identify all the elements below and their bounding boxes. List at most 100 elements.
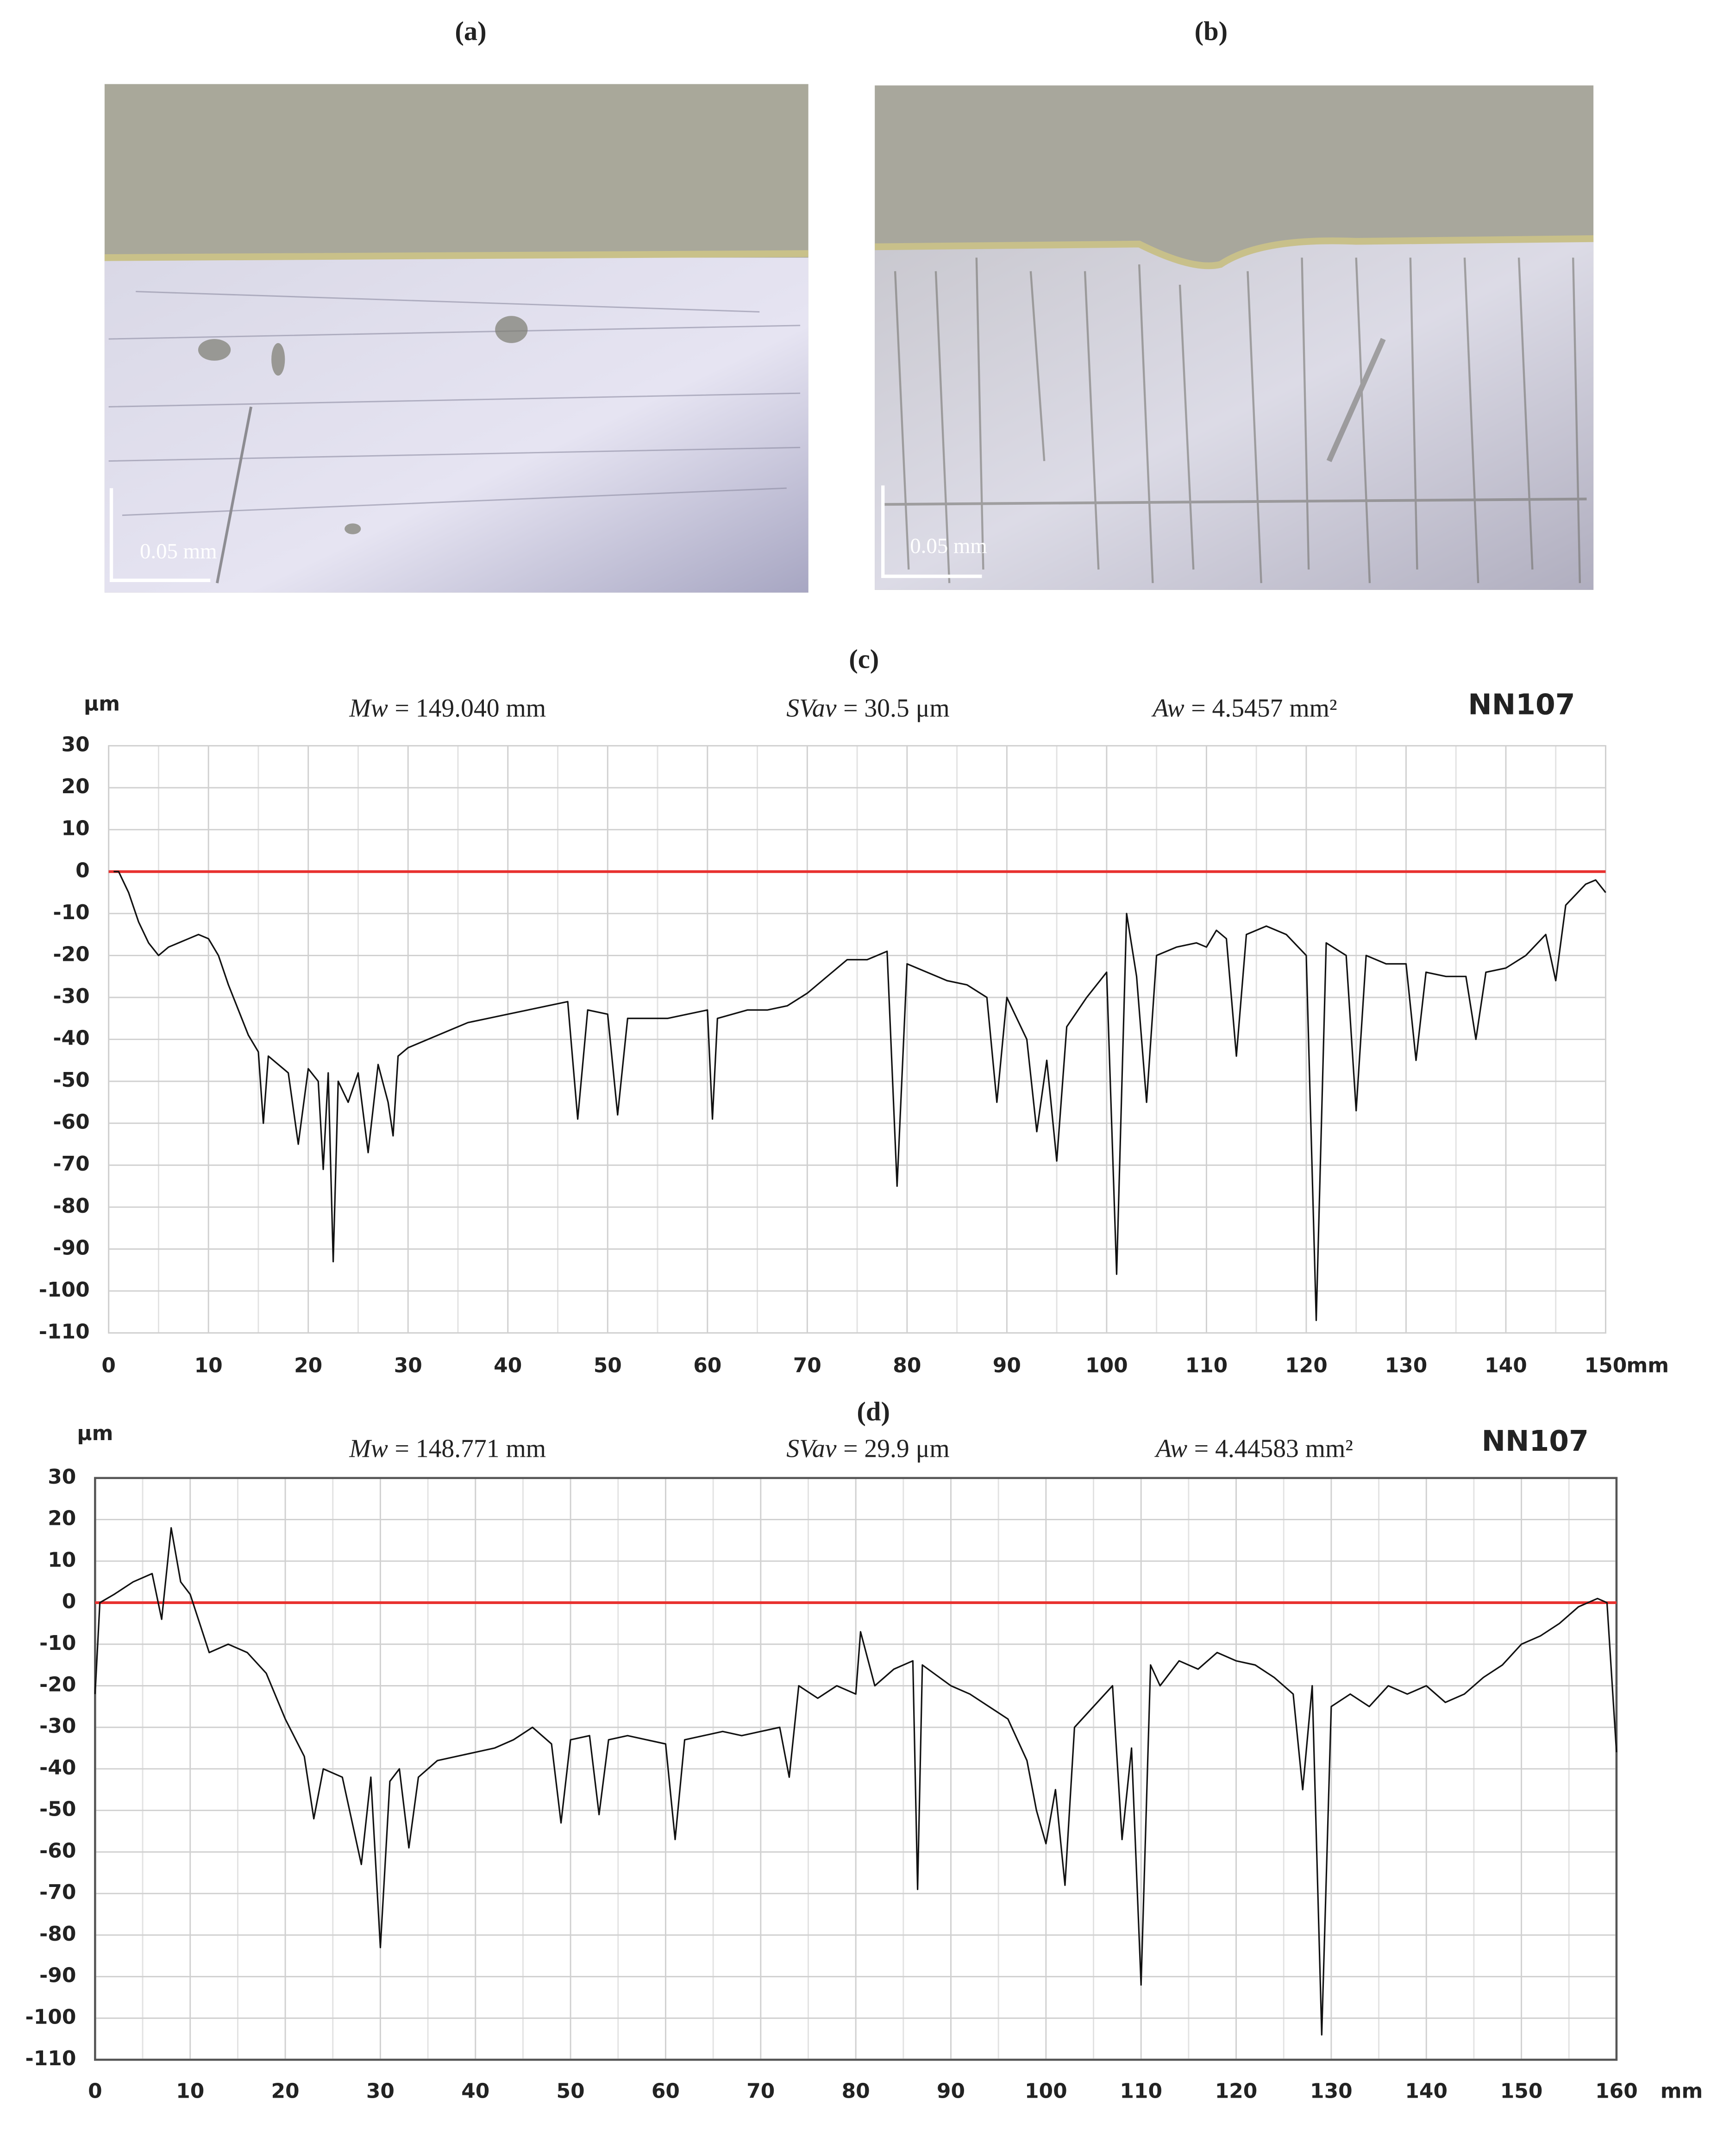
annotation: Aw = 4.44583 mm² [1154,1434,1353,1463]
x-tick-label: 100 [1025,2079,1067,2103]
x-tick-label: 60 [652,2079,680,2103]
y-tick-label: -50 [39,1798,76,1821]
y-tick-label: 30 [48,1465,76,1489]
sample-name: NN107 [1482,1424,1589,1458]
y-unit: μm [77,1422,113,1445]
x-tick-label: 140 [1405,2079,1448,2103]
x-tick-label: 110 [1185,1354,1228,1378]
y-tick-label: -10 [39,1631,76,1655]
annotation-symbol: SVav [786,1434,836,1463]
panel-label: (c) [849,644,879,674]
y-tick-label: 20 [48,1507,76,1530]
annotation-symbol: SVav [786,694,836,722]
x-tick-label: 40 [461,2079,489,2103]
x-tick-label: 40 [494,1354,522,1378]
y-tick-label: 0 [75,859,90,882]
y-tick-label: -30 [39,1714,76,1738]
x-tick-label: 100 [1085,1354,1128,1378]
x-tick-label: 150 [1500,2079,1543,2103]
annotation-symbol: Mw [349,1434,388,1463]
x-tick-label: 50 [557,2079,585,2103]
scale-bar [109,488,211,582]
y-tick-label: 30 [62,733,90,757]
x-unit: mm [1661,2079,1703,2103]
y-tick-label: -80 [39,1922,76,1946]
chart: 3020100-10-20-30-40-50-60-70-80-90-100-1… [39,644,1669,1377]
photo [104,84,808,593]
annotation-symbol: Aw [1154,1434,1187,1463]
y-tick-label: -10 [53,901,89,924]
annotation-text: = 4.44583 mm² [1194,1434,1353,1463]
y-tick-label: -20 [53,942,89,966]
y-tick-label: 10 [62,817,90,840]
y-tick-label: -40 [53,1027,89,1050]
x-tick-label: 30 [366,2079,395,2103]
photo [875,85,1594,590]
scale-bar [881,485,982,578]
y-tick-label: -90 [39,1964,76,1987]
photo-surface [104,257,808,593]
x-tick-label: 10 [194,1354,223,1378]
x-tick-label: 0 [101,1354,116,1378]
panel-label: (a) [455,16,486,46]
x-tick-label: 90 [937,2079,965,2103]
chart: 3020100-10-20-30-40-50-60-70-80-90-100-1… [25,1397,1703,2103]
profile-line [94,1527,1617,2036]
y-tick-label: -30 [53,984,89,1008]
y-tick-label: -100 [39,1278,90,1302]
annotation-text: = 149.040 mm [395,694,546,722]
annotation-text: = 30.5 μm [843,694,950,722]
annotation-symbol: Aw [1151,694,1184,722]
annotation: SVav = 30.5 μm [786,694,949,722]
y-tick-label: 0 [62,1590,76,1613]
annotation: SVav = 29.9 μm [786,1434,949,1463]
y-unit: μm [84,692,120,716]
photo-edge [104,250,808,261]
x-tick-label: 160 [1595,2079,1638,2103]
scale-bar-label: 0.05 mm [140,539,217,563]
y-tick-label: 10 [48,1548,76,1572]
x-tick-label: 70 [746,2079,775,2103]
annotation-symbol: Mw [349,694,388,722]
x-tick-label: 120 [1215,2079,1258,2103]
x-tick-label: 0 [88,2079,102,2103]
profile-line [113,871,1606,1321]
y-tick-label: -70 [39,1880,76,1904]
panel-label: (b) [1195,16,1228,46]
y-tick-label: -110 [25,2047,76,2070]
x-tick-label: 90 [993,1354,1021,1378]
x-tick-label: 60 [693,1354,721,1378]
x-tick-label: 80 [893,1354,921,1378]
x-tick-label: 20 [294,1354,322,1378]
y-tick-label: -100 [25,2005,76,2029]
y-tick-label: -70 [53,1152,89,1176]
x-tick-label: 130 [1385,1354,1428,1378]
y-tick-label: -60 [39,1839,76,1862]
annotation: Aw = 4.5457 mm² [1151,694,1337,722]
photo-texture [881,257,1587,583]
x-tick-label: 120 [1285,1354,1328,1378]
y-tick-label: -110 [39,1320,90,1344]
y-tick-label: 20 [62,775,90,798]
x-tick-label: 70 [793,1354,821,1378]
x-unit: mm [1627,1354,1669,1378]
annotation-text: = 148.771 mm [395,1434,546,1463]
annotation: Mw = 148.771 mm [349,1434,546,1463]
plot-frame [94,1477,1618,2061]
x-tick-label: 10 [176,2079,204,2103]
annotation-text: = 4.5457 mm² [1191,694,1337,722]
x-tick-label: 80 [842,2079,870,2103]
photo-texture [108,291,801,583]
panel-label: (d) [857,1397,890,1427]
x-tick-label: 50 [594,1354,622,1378]
x-tick-label: 30 [394,1354,422,1378]
scale-bar-label: 0.05 mm [910,534,987,558]
photo-spots [198,316,528,534]
x-tick-label: 140 [1485,1354,1527,1378]
y-tick-label: -90 [53,1236,89,1260]
x-tick-label: 130 [1310,2079,1353,2103]
sample-name: NN107 [1468,688,1575,721]
y-tick-label: -20 [39,1673,76,1697]
photo-edge [875,235,1594,270]
